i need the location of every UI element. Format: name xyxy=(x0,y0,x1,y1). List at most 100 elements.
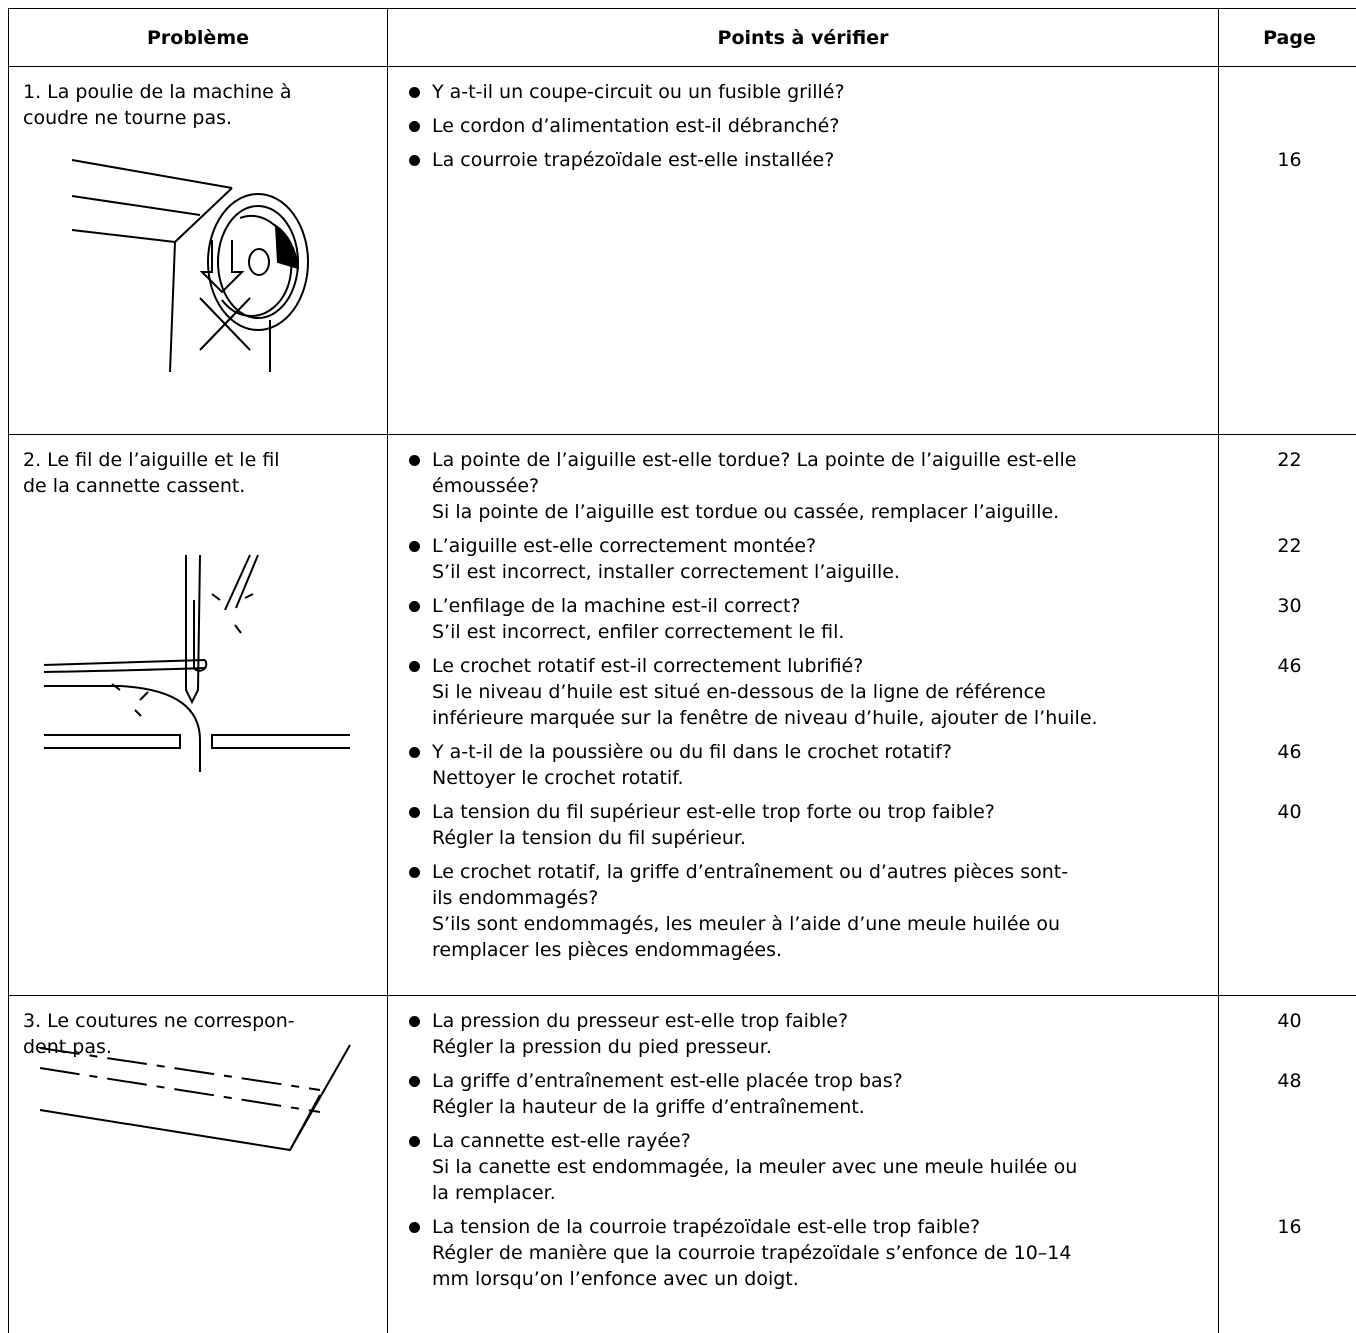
check-line: Si la pointe de l’aiguille est tordue ou… xyxy=(432,501,1060,523)
bullet xyxy=(409,87,420,98)
checks: Y a-t-il un coupe-circuit ou un fusible … xyxy=(389,68,1218,174)
check-line: L’enfilage de la machine est-il correct? xyxy=(432,595,801,617)
check-line: La tension de la courroie trapézoïdale e… xyxy=(432,1216,981,1238)
problem: 3. Le coutures ne correspon-dent pas. xyxy=(10,997,387,1061)
page-spacer xyxy=(1220,1128,1356,1206)
check-line: La cannette est-elle rayée? xyxy=(432,1130,691,1152)
page-number: 48 xyxy=(1277,1070,1302,1092)
problem-cell: 2. Le fil de l’aiguille et le fil de la c… xyxy=(8,434,388,996)
check-line: La pointe de l’aiguille est-elle tordue?… xyxy=(432,449,1077,471)
bullet xyxy=(409,1076,420,1087)
check-item: La cannette est-elle rayée? Si la canette… xyxy=(389,1128,1218,1206)
check-line: la remplacer. xyxy=(432,1182,556,1204)
header-cell: Page xyxy=(1218,8,1356,67)
problem-line: dent pas. xyxy=(23,1036,112,1058)
check-line: S’il est incorrect, enfiler correctement… xyxy=(432,621,845,643)
problem: 1. La poulie de la machine à coudre ne to… xyxy=(10,68,387,132)
table-row: 3. Le coutures ne correspon-dent pas. La … xyxy=(8,995,1356,1333)
bullet xyxy=(409,155,420,166)
check-item: L’enfilage de la machine est-il correct?… xyxy=(389,593,1218,645)
table-row: 1. La poulie de la machine à coudre ne to… xyxy=(8,66,1356,435)
bullet xyxy=(409,1136,420,1147)
page-cell: 16 xyxy=(1218,66,1356,435)
header-cell: Problème xyxy=(8,8,388,67)
problem-line: 2. Le fil de l’aiguille et le fil xyxy=(23,449,280,471)
page-number: 22 xyxy=(1277,535,1302,557)
checks: La pression du presseur est-elle trop fa… xyxy=(389,997,1218,1293)
check-line: L’aiguille est-elle correctement montée? xyxy=(432,535,817,557)
check-line: La griffe d’entraînement est-elle placée… xyxy=(432,1070,903,1092)
check-item: La tension du fil supérieur est-elle tro… xyxy=(389,799,1218,851)
check-item: La pointe de l’aiguille est-elle tordue?… xyxy=(389,447,1218,525)
bullet xyxy=(409,1016,420,1027)
check-item: Le crochet rotatif est-il correctement l… xyxy=(389,653,1218,731)
check-line: Le crochet rotatif, la griffe d’entraîne… xyxy=(432,861,1069,883)
page-number: 16 xyxy=(1277,1216,1302,1238)
check-item: Y a-t-il de la poussière ou du fil dans … xyxy=(389,739,1218,791)
page-spacer xyxy=(1220,79,1356,105)
page-spacer xyxy=(1220,859,1356,963)
pages: 16 xyxy=(1220,68,1356,174)
check-line: ils endommagés? xyxy=(432,887,599,909)
page-cell: 22 22 30 46 46 40 xyxy=(1218,434,1356,996)
check-line: Le crochet rotatif est-il correctement l… xyxy=(432,655,864,677)
checks-cell: La pointe de l’aiguille est-elle tordue?… xyxy=(387,434,1219,996)
check-line: S’ils sont endommagés, les meuler à l’ai… xyxy=(432,913,1061,935)
check-item: Le crochet rotatif, la griffe d’entraîne… xyxy=(389,859,1218,963)
problem-cell: 3. Le coutures ne correspon-dent pas. xyxy=(8,995,388,1333)
check-line: inférieure marquée sur la fenêtre de niv… xyxy=(432,707,1098,729)
problem-line: de la cannette cassent. xyxy=(23,475,246,497)
page-number: 30 xyxy=(1277,595,1302,617)
check-line: Si le niveau d’huile est situé en-dessou… xyxy=(432,681,1046,703)
check-item: L’aiguille est-elle correctement montée?… xyxy=(389,533,1218,585)
bullet xyxy=(409,1222,420,1233)
check-item: La tension de la courroie trapézoïdale e… xyxy=(389,1214,1218,1292)
bullet xyxy=(409,867,420,878)
page-spacer xyxy=(1220,113,1356,139)
bullet xyxy=(409,661,420,672)
check-line: S’il est incorrect, installer correcteme… xyxy=(432,561,900,583)
checks-cell: La pression du presseur est-elle trop fa… xyxy=(387,995,1219,1333)
troubleshooting-table: Problème Points à vérifier Page 1. La po… xyxy=(8,8,1356,1333)
check-line: Y a-t-il de la poussière ou du fil dans … xyxy=(432,741,952,763)
bullet xyxy=(409,121,420,132)
check-line: Y a-t-il un coupe-circuit ou un fusible … xyxy=(432,81,845,103)
pages: 40 48 16 xyxy=(1220,997,1356,1293)
bullet xyxy=(409,747,420,758)
check-line: Nettoyer le crochet rotatif. xyxy=(432,767,684,789)
check-line: mm lorsqu’on l’enfonce avec un doigt. xyxy=(432,1268,799,1290)
check-line: La courroie trapézoïdale est-elle instal… xyxy=(432,149,835,171)
check-line: Régler la tension du fil supérieur. xyxy=(432,827,746,849)
table-body: 1. La poulie de la machine à coudre ne to… xyxy=(8,66,1356,1333)
check-item: La griffe d’entraînement est-elle placée… xyxy=(389,1068,1218,1120)
page-number: 40 xyxy=(1277,1010,1302,1032)
check-line: remplacer les pièces endommagées. xyxy=(432,939,783,961)
bullet xyxy=(409,807,420,818)
check-item: Y a-t-il un coupe-circuit ou un fusible … xyxy=(389,79,1218,105)
header-cell: Points à vérifier xyxy=(387,8,1219,67)
checks-cell: Y a-t-il un coupe-circuit ou un fusible … xyxy=(387,66,1219,435)
check-line: Régler de manière que la courroie trapéz… xyxy=(432,1242,1072,1264)
problem-line: 3. Le coutures ne correspon- xyxy=(23,1010,295,1032)
problem-line: coudre ne tourne pas. xyxy=(23,107,233,129)
checks: La pointe de l’aiguille est-elle tordue?… xyxy=(389,436,1218,964)
check-item: La pression du presseur est-elle trop fa… xyxy=(389,1008,1218,1060)
bullet xyxy=(409,601,420,612)
page-cell: 40 48 16 xyxy=(1218,995,1356,1333)
problem-cell: 1. La poulie de la machine à coudre ne to… xyxy=(8,66,388,435)
check-item: Le cordon d’alimentation est-il débranch… xyxy=(389,113,1218,139)
check-line: Régler la hauteur de la griffe d’entraîn… xyxy=(432,1096,865,1118)
table-row: 2. Le fil de l’aiguille et le fil de la c… xyxy=(8,434,1356,996)
page-number: 22 xyxy=(1277,449,1302,471)
check-line: La pression du presseur est-elle trop fa… xyxy=(432,1010,849,1032)
page-number: 16 xyxy=(1277,149,1302,171)
check-line: Régler la pression du pied presseur. xyxy=(432,1036,772,1058)
bullet xyxy=(409,455,420,466)
bullet xyxy=(409,541,420,552)
page-number: 46 xyxy=(1277,741,1302,763)
check-line: La tension du fil supérieur est-elle tro… xyxy=(432,801,995,823)
problem-line: 1. La poulie de la machine à xyxy=(23,81,292,103)
pages: 22 22 30 46 46 40 xyxy=(1220,436,1356,964)
check-line: émoussée? xyxy=(432,475,540,497)
